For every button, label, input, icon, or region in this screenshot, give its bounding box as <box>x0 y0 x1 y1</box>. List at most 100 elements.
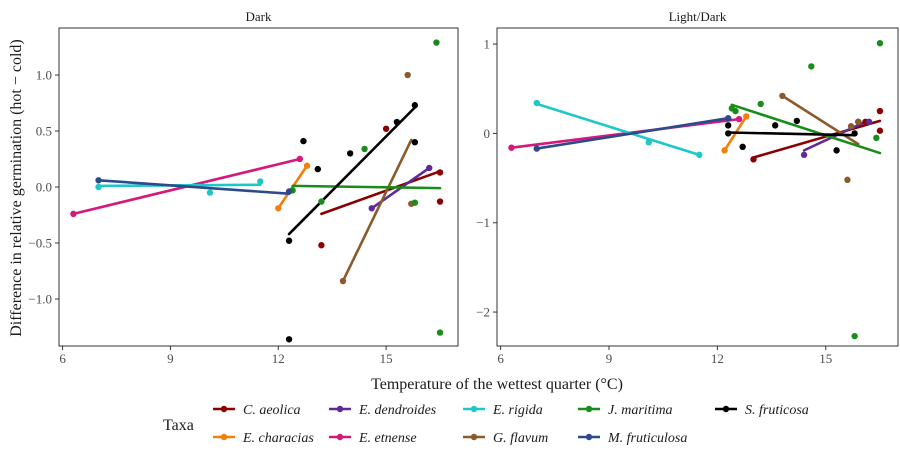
data-point-g-flavum <box>844 176 851 184</box>
data-point-j-maritima <box>436 329 444 336</box>
data-point-s-fruticosa <box>314 165 322 173</box>
plot-data <box>70 39 444 343</box>
data-point-e-characias <box>743 113 750 120</box>
legend-label: G. flavum <box>493 431 548 445</box>
y-tick-label: −2 <box>476 305 490 320</box>
data-point-m-fruticulosa <box>95 177 102 184</box>
legend-title: Taxa <box>163 417 194 434</box>
data-point-s-fruticosa <box>851 130 858 137</box>
data-point-e-rigida <box>257 178 264 185</box>
legend-label: M. fruticulosa <box>607 431 687 445</box>
data-point-e-dendroides <box>426 164 433 172</box>
data-point-s-fruticosa <box>793 117 801 125</box>
x-tick-label: 9 <box>167 351 174 366</box>
data-point-s-fruticosa <box>285 336 293 343</box>
x-tick-label: 15 <box>380 351 393 366</box>
fit-line-m-fruticulosa <box>535 116 730 150</box>
legend-item-e-rigida: E. rigida <box>463 403 543 418</box>
data-point-j-maritima <box>732 107 739 115</box>
panel-dark: Dark 6 9 12 15 −1.0 −0.5 0.0 0.5 1.0 <box>28 6 459 366</box>
data-point-s-fruticosa <box>411 102 419 109</box>
x-tick-label: 9 <box>606 351 613 366</box>
data-point-e-characias <box>721 147 728 154</box>
data-point-e-dendroides <box>865 118 873 125</box>
data-point-s-fruticosa <box>300 137 307 145</box>
data-point-m-fruticulosa <box>725 115 732 122</box>
data-point-c-aeolica <box>318 242 325 249</box>
legend-item-e-characias: E. characias <box>213 431 314 446</box>
y-tick-label: −1.0 <box>28 291 52 306</box>
data-point-j-maritima <box>808 63 815 70</box>
fit-line-j-maritima <box>730 103 882 155</box>
panel-strip <box>497 6 898 28</box>
legend-item-j-maritima: J. maritima <box>578 403 673 418</box>
y-tick-label: 0 <box>484 126 491 141</box>
data-point-j-maritima <box>433 39 440 46</box>
legend-item-g-flavum: G. flavum <box>463 431 548 446</box>
y-tick-label: −1 <box>476 215 490 230</box>
legend-label: C. aeolica <box>243 403 301 418</box>
x-tick-label: 6 <box>59 351 66 366</box>
data-point-m-fruticulosa <box>285 188 293 195</box>
data-point-j-maritima <box>757 100 764 108</box>
plot-area <box>496 27 899 347</box>
data-point-e-etnense <box>508 144 515 151</box>
x-tick-label: 6 <box>497 351 504 366</box>
data-point-s-fruticosa <box>285 237 293 244</box>
legend-item-e-etnense: E. etnense <box>329 431 417 446</box>
y-tick-label: 0.5 <box>36 124 52 139</box>
legend-key-point <box>722 405 730 413</box>
legend-key-point <box>585 405 593 413</box>
legend-item-c-aeolica: C. aeolica <box>213 403 301 418</box>
y-tick-label: −0.5 <box>28 235 52 250</box>
y-tick-label: 1 <box>484 37 491 52</box>
data-point-g-flavum <box>855 118 862 125</box>
data-point-e-etnense <box>70 210 77 218</box>
data-point-e-rigida <box>206 189 214 196</box>
data-point-e-rigida <box>533 99 540 107</box>
y-axis-title: Difference in relative germination (hot … <box>8 39 25 337</box>
fit-line-c-aeolica <box>752 119 882 159</box>
data-point-s-fruticosa <box>739 143 746 151</box>
data-point-m-fruticulosa <box>533 145 540 152</box>
panel-light-dark: Light/Dark 6 9 12 15 −2 −1 0 1 <box>476 6 899 366</box>
y-tick-label: 1.0 <box>36 68 52 83</box>
data-point-j-maritima <box>411 199 419 206</box>
data-point-e-etnense <box>735 115 743 123</box>
legend-label: E. characias <box>242 431 314 445</box>
data-point-e-rigida <box>696 151 703 159</box>
fit-line-m-fruticulosa <box>97 178 291 196</box>
fit-line-g-flavum <box>341 138 413 283</box>
legend: Taxa C. aeolica E. dendroides E. rigida J. m… <box>163 403 809 446</box>
legend-item-e-dendroides: E. dendroides <box>329 403 437 418</box>
legend-label: E. dendroides <box>358 403 437 418</box>
fit-line-s-fruticosa <box>287 106 417 236</box>
data-point-g-flavum <box>404 71 411 79</box>
data-point-e-dendroides <box>800 151 808 159</box>
data-point-s-fruticosa <box>346 150 354 157</box>
data-point-e-characias <box>303 162 311 169</box>
data-point-c-aeolica <box>436 169 444 176</box>
data-point-e-rigida <box>645 139 652 146</box>
x-tick-label: 12 <box>272 351 285 366</box>
legend-key-point <box>470 433 478 441</box>
legend-item-s-fruticosa: S. fruticosa <box>715 403 809 418</box>
data-point-j-maritima <box>876 39 884 47</box>
legend-label: J. maritima <box>608 403 673 418</box>
data-point-c-aeolica <box>750 156 757 163</box>
data-point-s-fruticosa <box>771 122 779 129</box>
fit-line-s-fruticosa <box>726 131 856 137</box>
data-point-c-aeolica <box>876 107 884 115</box>
fit-line-c-aeolica <box>320 170 442 216</box>
legend-key-point <box>585 433 593 441</box>
data-point-s-fruticosa <box>411 139 419 146</box>
legend-key-point <box>470 405 478 413</box>
panel-title: Dark <box>246 9 272 24</box>
data-point-g-flavum <box>847 123 855 130</box>
data-point-e-characias <box>275 205 282 212</box>
x-tick-label: 12 <box>711 351 724 366</box>
data-point-j-maritima <box>318 198 325 205</box>
plot-data <box>508 39 884 340</box>
